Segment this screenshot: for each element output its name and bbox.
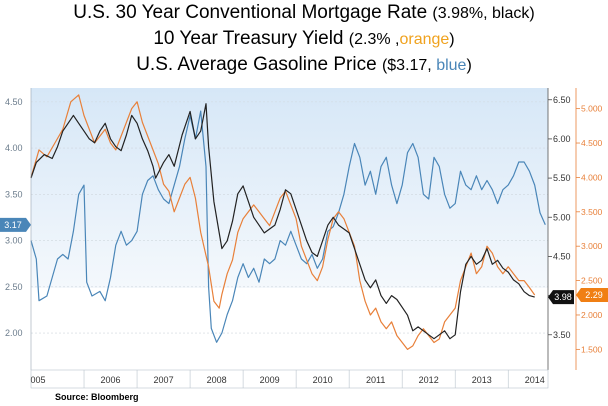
y-right-orange-tick-label: 4.500 <box>581 138 603 148</box>
plot-background-band <box>31 88 548 288</box>
y-right-orange-tick-label: 2.000 <box>581 310 603 320</box>
x-tick-label: 2006 <box>101 375 121 385</box>
value-markers: 3.17 3.98 2.29 <box>0 217 608 305</box>
y-right-black-tick-label: 3.50 <box>553 330 571 340</box>
y-right-black-tick-label: 5.00 <box>553 212 571 222</box>
title-gasoline-value: ($3.17, blue) <box>382 57 472 74</box>
title-treasury-color-word: orange <box>399 31 450 48</box>
title-gasoline-paren-open: ($3.17, <box>381 57 437 74</box>
series-line-mortgage <box>30 103 535 340</box>
y-right-orange-tick-label: 5.000 <box>581 104 603 114</box>
y-left-tick-label: 4.00 <box>5 143 23 153</box>
y-right-black-tick-label: 6.00 <box>553 134 571 144</box>
title-treasury-text: 10 Year Treasury Yield <box>153 28 349 49</box>
y-left-tick-label: 2.00 <box>5 328 23 338</box>
x-tick-label: 005 <box>30 375 45 385</box>
title-treasury-value: (2.3% ,orange) <box>349 31 455 48</box>
y-right-orange-tick-label: 2.500 <box>581 276 603 286</box>
series-line-treasury <box>30 94 536 350</box>
y-right-orange-tick-label: 3.000 <box>581 241 603 251</box>
y-right-black-tick-label: 5.50 <box>553 173 571 183</box>
y-left-tick-label: 3.00 <box>5 236 23 246</box>
axes: 4.50 4.00 3.50 3.00 2.50 2.00 6.50 6.00 5.50 5.00… <box>5 88 603 389</box>
title-mortgage: U.S. 30 Year Conventional Mortgage Rate … <box>0 0 608 26</box>
x-tick-label: 2011 <box>366 375 385 385</box>
treasury-value-marker <box>576 288 608 303</box>
x-tick-label: 2012 <box>419 375 439 385</box>
x-tick-label: 2010 <box>313 375 333 385</box>
chart-titles: U.S. 30 Year Conventional Mortgage Rate … <box>0 0 608 78</box>
y-left-tick-label: 3.50 <box>5 189 23 199</box>
title-mortgage-value: (3.98%, black) <box>432 5 535 22</box>
y-left-tick-label: 4.50 <box>5 97 23 107</box>
title-treasury: 10 Year Treasury Yield (2.3% ,orange) <box>0 26 608 52</box>
series-lines <box>30 94 546 350</box>
x-tick-label: 2008 <box>207 375 227 385</box>
title-treasury-paren-open: (2.3% , <box>348 31 400 48</box>
y-right-orange-tick-label: 3.500 <box>581 207 603 217</box>
x-tick-label: 2007 <box>154 375 174 385</box>
y-right-black-tick-label: 6.50 <box>553 95 571 105</box>
x-tick-label: 2009 <box>260 375 280 385</box>
x-axis-band <box>30 369 549 389</box>
y-right-orange-tick-label: 1.500 <box>581 344 603 354</box>
gasoline-value-marker-label: 3.17 <box>4 220 22 230</box>
x-tick-label: 2014 <box>525 375 545 385</box>
y-right-black-tick-label: 4.50 <box>553 251 571 261</box>
title-gasoline-paren-close: ) <box>466 57 472 74</box>
source-note: Source: Bloomberg <box>55 392 139 402</box>
series-line-gasoline <box>30 110 546 343</box>
gasoline-value-marker <box>0 217 31 232</box>
title-gasoline: U.S. Average Gasoline Price ($3.17, blue… <box>0 52 608 78</box>
x-tick-label: 2013 <box>472 375 492 385</box>
title-gasoline-color-word: blue <box>436 57 467 74</box>
title-mortgage-text: U.S. 30 Year Conventional Mortgage Rate <box>73 2 433 23</box>
treasury-value-marker-label: 2.29 <box>585 290 603 300</box>
mortgage-value-marker-label: 3.98 <box>554 292 572 302</box>
title-treasury-paren-close: ) <box>449 31 455 48</box>
y-right-orange-tick-label: 4.000 <box>581 172 603 182</box>
mortgage-value-marker <box>548 290 574 305</box>
y-left-tick-label: 2.50 <box>5 282 23 292</box>
title-gasoline-text: U.S. Average Gasoline Price <box>136 54 382 75</box>
